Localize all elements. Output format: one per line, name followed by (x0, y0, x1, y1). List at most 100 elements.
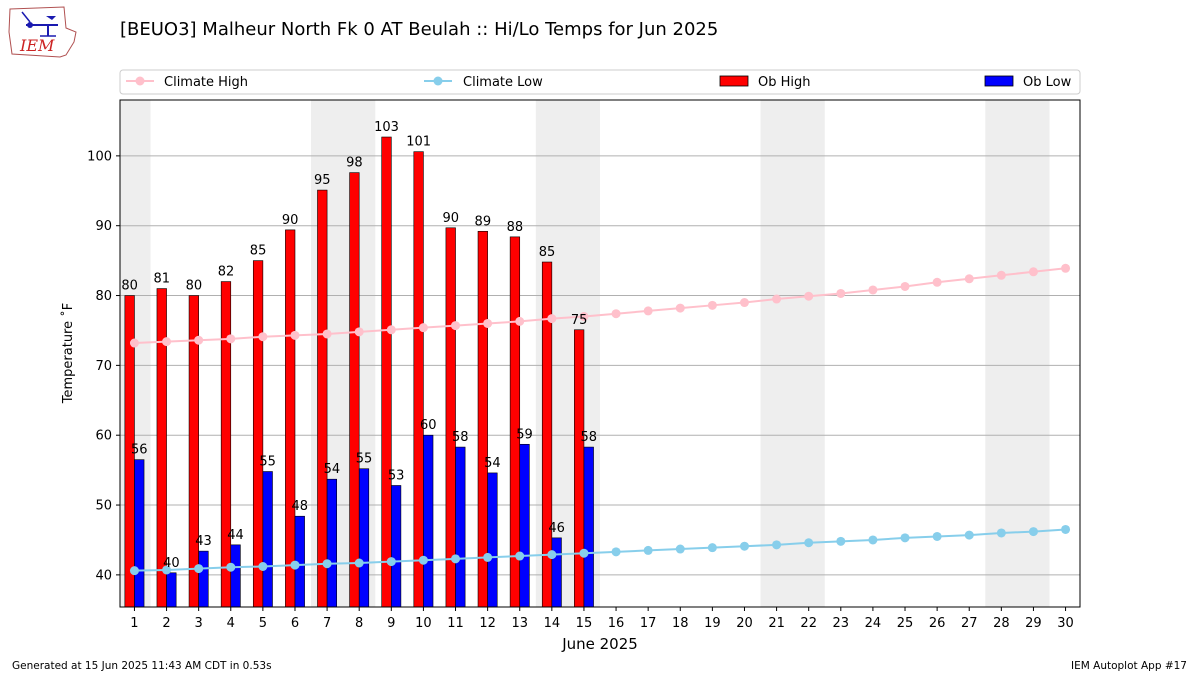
x-axis-ticks: 1 2 3 4 5 6 7 8 9 10 11 12 13 14 15 16 17 18 19 20 21 22 23 24 2… (130, 607, 1074, 631)
climate-low-point (804, 538, 814, 548)
climate-low-point (547, 550, 557, 560)
ob-low-label: 54 (324, 462, 341, 477)
y-tick-label: 40 (95, 568, 112, 583)
x-tick-label: 16 (608, 616, 625, 631)
climate-high-point (996, 270, 1006, 280)
climate-low-point (772, 540, 782, 550)
climate-high-point (932, 277, 942, 287)
ob-high-bar (413, 151, 424, 608)
bar-data-labels: 80 81 80 82 85 90 95 98 103 101 90 89 88 85 75 56 40 43 44… (121, 120, 597, 571)
ob-high-label: 88 (507, 220, 524, 235)
ob-low-label: 55 (259, 455, 276, 470)
x-tick-label: 9 (387, 616, 395, 631)
ob-low-label: 53 (388, 468, 405, 483)
legend-item-ob-high: Ob High (719, 75, 811, 90)
climate-high-point (322, 329, 332, 339)
ob-high-label: 75 (571, 313, 588, 328)
climate-high-point (515, 316, 525, 326)
climate-high-point (418, 323, 428, 333)
climate-high-point (579, 311, 589, 321)
x-tick-label: 25 (897, 616, 914, 631)
ob-low-bar (455, 446, 466, 608)
climate-high-point (1061, 263, 1071, 273)
ob-low-label: 58 (580, 430, 597, 445)
climate-high-point (739, 298, 749, 308)
x-tick-label: 23 (833, 616, 850, 631)
ob-high-label: 95 (314, 173, 331, 188)
climate-low-point (451, 554, 461, 564)
climate-high-point (868, 285, 878, 295)
ob-high-bar (252, 260, 264, 608)
ob-high-bar (445, 227, 456, 608)
weekend-band (985, 100, 1050, 607)
ob-low-label: 43 (195, 534, 212, 549)
climate-low-point (226, 562, 236, 572)
x-tick-label: 20 (736, 616, 753, 631)
ob-high-bar (317, 189, 328, 608)
legend-label-climate-high: Climate High (164, 75, 248, 90)
climate-low-point (675, 544, 685, 554)
ob-low-bar (198, 550, 209, 608)
legend: Climate High Climate Low Ob High Ob Low (119, 69, 1081, 95)
climate-low-point (964, 530, 974, 540)
ob-high-bar (349, 172, 360, 608)
climate-low-point (836, 536, 846, 546)
ob-high-label: 80 (186, 279, 203, 294)
x-tick-label: 15 (576, 616, 593, 631)
y-gridlines (120, 155, 1080, 576)
climate-low-point (707, 543, 717, 553)
climate-low-point (1061, 524, 1071, 534)
y-tick-label: 90 (95, 219, 112, 234)
climate-low-point (515, 551, 525, 561)
x-tick-label: 27 (961, 616, 978, 631)
footer-app: IEM Autoplot App #17 (1071, 660, 1187, 672)
x-tick-label: 14 (544, 616, 561, 631)
x-tick-label: 17 (640, 616, 657, 631)
climate-low-point (868, 535, 878, 545)
climate-high-point (772, 294, 782, 304)
climate-high-point (836, 288, 846, 298)
legend-label-ob-high: Ob High (758, 75, 811, 90)
ob-low-bar (583, 446, 594, 608)
climate-high-point (611, 309, 621, 319)
ob-low-label: 44 (227, 528, 244, 543)
climate-high-point (386, 325, 396, 335)
legend-item-ob-low: Ob Low (984, 75, 1072, 90)
climate-high-point (290, 330, 300, 340)
climate-low-point (290, 560, 300, 570)
ob-low-bar (262, 471, 273, 608)
ob-high-bar (381, 136, 392, 608)
ob-low-bar (358, 468, 370, 608)
y-tick-label: 60 (95, 429, 112, 444)
ob-low-bar (230, 544, 241, 608)
ob-high-bar (220, 281, 232, 608)
climate-low-point (483, 552, 493, 562)
ob-low-bar (326, 478, 337, 608)
ob-low-label: 40 (163, 556, 180, 571)
climate-high-point (964, 274, 974, 284)
x-tick-label: 1 (130, 616, 138, 631)
climate-low-point (643, 545, 653, 555)
x-tick-label: 11 (447, 616, 464, 631)
ob-low-bar (134, 459, 145, 608)
iem-logo[interactable]: IEM (8, 6, 77, 58)
climate-high-point (643, 306, 653, 316)
climate-high-point (258, 332, 268, 342)
climate-low-point (258, 561, 268, 571)
climate-low-point (739, 541, 749, 551)
climate-low-point (194, 564, 204, 574)
climate-high-point (547, 314, 557, 324)
climate-low-point (1028, 527, 1038, 537)
x-tick-label: 26 (929, 616, 946, 631)
climate-high-point (354, 327, 364, 337)
logo-text: IEM (19, 36, 55, 55)
x-tick-label: 2 (162, 616, 170, 631)
x-tick-label: 22 (800, 616, 817, 631)
x-tick-label: 7 (323, 616, 331, 631)
ob-low-bar (423, 434, 434, 608)
x-tick-label: 21 (768, 616, 785, 631)
climate-high-point (675, 303, 685, 313)
weekend-band (760, 100, 825, 607)
legend-item-climate-low: Climate Low (424, 75, 543, 90)
climate-low-point (129, 566, 139, 576)
